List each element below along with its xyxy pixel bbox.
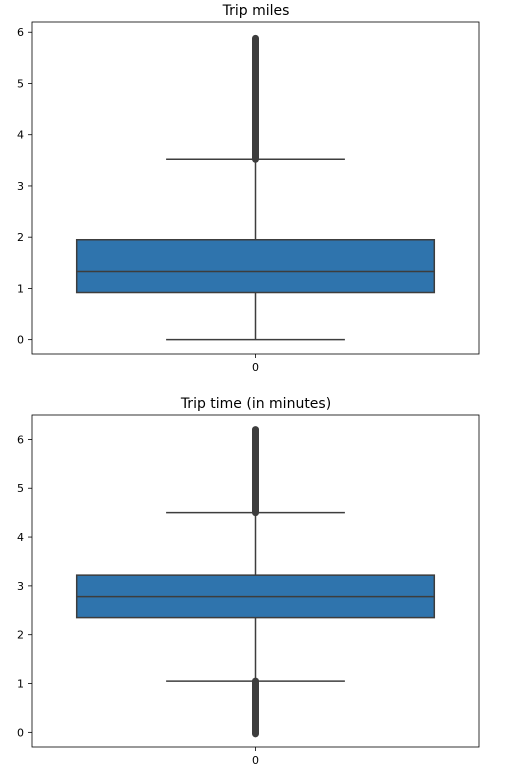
y-tick-label: 0 xyxy=(17,334,24,347)
chart-title: Trip miles xyxy=(222,3,290,19)
y-tick-label: 2 xyxy=(17,231,24,244)
x-axis: 0 xyxy=(252,354,259,374)
chart-trip-time: Trip time (in minutes) 0 1 2 3 4 5 6 0 xyxy=(17,396,480,767)
y-tick-label: 4 xyxy=(17,531,24,544)
x-tick-label: 0 xyxy=(252,754,259,767)
y-tick-label: 2 xyxy=(17,629,24,642)
y-tick-label: 3 xyxy=(17,580,24,593)
y-axis: 0 1 2 3 4 5 6 xyxy=(17,26,32,347)
y-axis: 0 1 2 3 4 5 6 xyxy=(17,433,32,739)
x-tick-label: 0 xyxy=(252,361,259,374)
y-tick-label: 1 xyxy=(17,678,24,691)
y-tick-label: 0 xyxy=(17,726,24,739)
x-axis: 0 xyxy=(252,747,259,767)
y-tick-label: 6 xyxy=(17,433,24,446)
y-tick-label: 5 xyxy=(17,482,24,495)
y-tick-label: 1 xyxy=(17,282,24,295)
y-tick-label: 5 xyxy=(17,77,24,90)
boxplot xyxy=(75,34,436,341)
y-tick-label: 6 xyxy=(17,26,24,39)
boxplot xyxy=(75,426,436,738)
y-tick-label: 3 xyxy=(17,180,24,193)
chart-trip-miles: Trip miles 0 1 2 3 4 5 6 0 xyxy=(17,3,480,374)
y-tick-label: 4 xyxy=(17,129,24,142)
iqr-box xyxy=(75,238,436,294)
chart-title: Trip time (in minutes) xyxy=(180,396,331,412)
